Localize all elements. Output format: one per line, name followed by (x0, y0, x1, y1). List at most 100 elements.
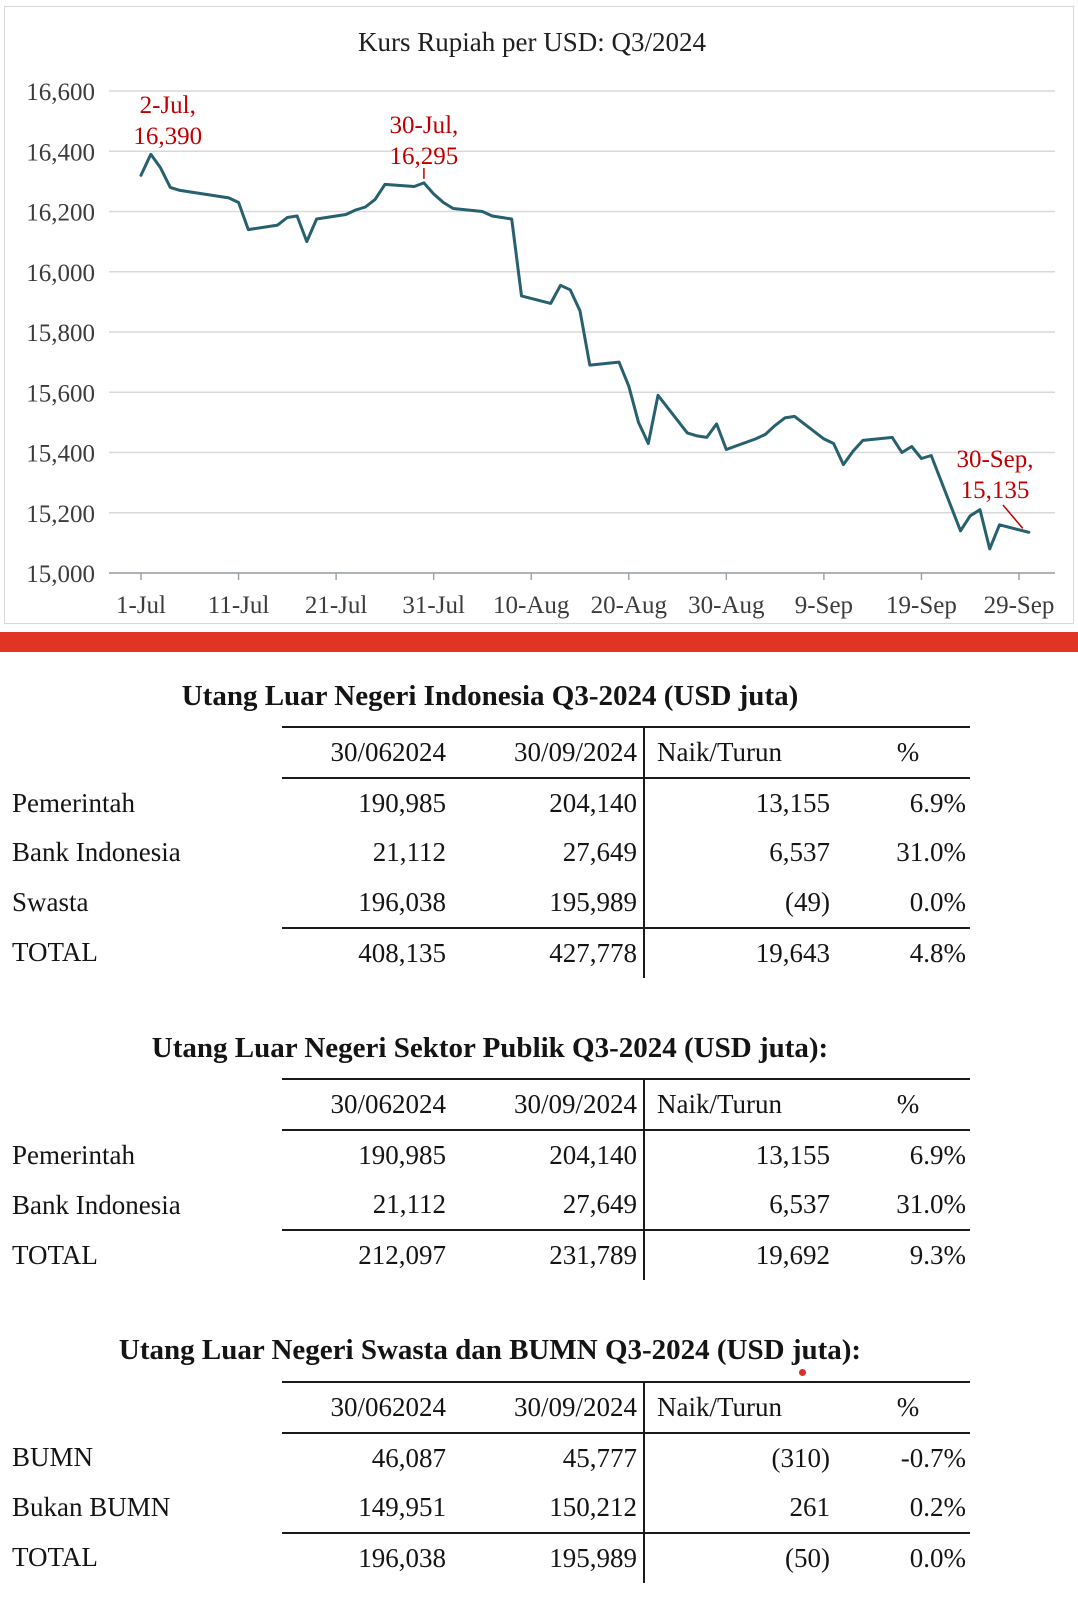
column-header: % (846, 1077, 970, 1132)
table-row: Swasta 196,038 195,989 (49) 0.0% (10, 877, 970, 928)
cell-value: 149,951 (358, 1491, 446, 1522)
tables-section: Utang Luar Negeri Indonesia Q3-2024 (USD… (0, 652, 1078, 1583)
table-title-total-external-debt: Utang Luar Negeri Indonesia Q3-2024 (USD… (181, 680, 799, 712)
column-header: % (846, 1380, 970, 1434)
table-row: TOTAL 408,135 427,778 19,643 4.8% (10, 926, 970, 978)
x-axis-label: 31-Jul (402, 592, 465, 619)
red-separator-bar (0, 632, 1078, 652)
cell-value: 190,985 (358, 788, 446, 819)
row-label: Swasta (12, 887, 89, 918)
column-header (10, 727, 282, 778)
row-label: Bank Indonesia (12, 837, 181, 868)
row-label: TOTAL (12, 1542, 98, 1573)
y-axis-label: 15,800 (26, 320, 95, 347)
x-axis-label: 21-Jul (305, 592, 368, 619)
red-dot-mark (799, 1369, 806, 1377)
y-axis-label: 15,000 (26, 561, 95, 588)
cell-value: 27,649 (562, 837, 637, 868)
cell-value: 0.0% (846, 1531, 970, 1583)
cell-value: 204,140 (549, 788, 637, 819)
private-bumn-debt-table: 30/062024 30/09/2024 Naik/Turun% BUMN 46,087… (10, 1380, 970, 1583)
cell-value: 212,097 (282, 1229, 452, 1281)
table-title-public-sector-debt: Utang Luar Negeri Sektor Publik Q3-2024 … (151, 1031, 829, 1064)
row-label: Pemerintah (12, 787, 135, 818)
annotation-peak-july: 30-Jul, 16,295 (390, 112, 459, 170)
row-label: TOTAL (12, 1239, 98, 1270)
cell-value: 19,643 (643, 926, 846, 978)
cell-value: 13,155 (643, 778, 846, 829)
annotation-start: 2-Jul, 16,390 (133, 92, 202, 150)
exchange-rate-line-chart: 16,600 16,400 16,200 16,000 15,800 15,600 15,4… (26, 27, 1055, 619)
report-page: 16,600 16,400 16,200 16,000 15,800 15,600 15,4… (0, 6, 1078, 1583)
table-row: Pemerintah 190,985 204,140 13,155 6.9% (10, 1130, 970, 1181)
table-block-total-external-debt: Utang Luar Negeri Indonesia Q3-2024 (USD… (10, 678, 970, 978)
y-axis-label: 15,600 (26, 380, 95, 407)
cell-value: 13,155 (643, 1130, 846, 1181)
column-header: Naik/Turun (643, 1380, 846, 1434)
chart-section: 16,600 16,400 16,200 16,000 15,800 15,600 15,4… (4, 6, 1074, 624)
cell-value: 150,212 (549, 1491, 637, 1522)
cell-value: 231,789 (452, 1229, 644, 1281)
cell-value: (50) (643, 1531, 846, 1583)
table-row: BUMN 46,087 45,777 (310) -0.7% (10, 1432, 970, 1483)
cell-value: 46,087 (371, 1442, 446, 1473)
row-label: Bank Indonesia (12, 1189, 181, 1220)
column-header (10, 1382, 282, 1433)
row-label: TOTAL (12, 937, 98, 968)
cell-value: 6,537 (643, 828, 846, 878)
x-axis-label: 30-Aug (688, 592, 765, 619)
cell-value: (49) (643, 877, 846, 928)
cell-value: 27,649 (562, 1189, 637, 1220)
column-header: 30/09/2024 (452, 1380, 644, 1434)
table-row: TOTAL 212,097 231,789 19,692 9.3% (10, 1229, 970, 1281)
row-label: BUMN (12, 1442, 94, 1473)
cell-value: 195,989 (452, 1531, 644, 1583)
cell-value: (310) (643, 1432, 846, 1483)
table-header-row: 30/062024 30/09/2024 Naik/Turun% (10, 1077, 970, 1132)
cell-value: 9.3% (846, 1229, 970, 1281)
y-axis-label: 16,400 (26, 139, 95, 166)
table-title-private-bumn-debt: Utang Luar Negeri Swasta dan BUMN Q3-202… (118, 1334, 862, 1367)
x-axis-label: 11-Jul (208, 592, 270, 619)
table-row: Bukan BUMN 149,951 150,212 261 0.2% (10, 1482, 970, 1533)
y-axis-label: 16,000 (26, 260, 95, 287)
cell-value: 195,989 (549, 886, 637, 917)
cell-value: 190,985 (358, 1140, 446, 1171)
table-block-public-sector-debt: Utang Luar Negeri Sektor Publik Q3-2024 … (10, 1030, 970, 1281)
column-header: Naik/Turun (643, 1077, 846, 1132)
table-row: TOTAL 196,038 195,989 (50) 0.0% (10, 1531, 970, 1583)
x-axis-label: 10-Aug (493, 592, 570, 619)
total-external-debt-table: 30/062024 30/09/2024 Naik/Turun% Pemerintah… (10, 726, 970, 978)
column-header: 30/09/2024 (452, 1077, 644, 1132)
cell-value: 6.9% (909, 1140, 966, 1171)
column-header: 30/062024 (282, 1380, 452, 1434)
x-axis-label: 9-Sep (795, 592, 853, 619)
row-label: Bukan BUMN (12, 1492, 171, 1523)
cell-value: 21,112 (372, 1189, 446, 1220)
table-row: Bank Indonesia 21,112 27,649 6,537 31.0% (10, 1180, 970, 1231)
public-sector-debt-table: 30/062024 30/09/2024 Naik/Turun% Pemerintah… (10, 1077, 970, 1281)
column-header: 30/09/2024 (452, 726, 644, 780)
x-axis-label: 1-Jul (116, 592, 166, 619)
table-header-row: 30/062024 30/09/2024 Naik/Turun% (10, 726, 970, 780)
table-row: Bank Indonesia 21,112 27,649 6,537 31.0% (10, 828, 970, 878)
y-axis-label: 16,200 (26, 200, 95, 227)
y-axis-label: 16,600 (26, 79, 95, 106)
cell-value: 0.0% (909, 886, 966, 917)
cell-value: -0.7% (900, 1442, 966, 1473)
cell-value: 4.8% (846, 926, 970, 978)
cell-value: 0.2% (909, 1491, 966, 1522)
cell-value: 6.9% (909, 788, 966, 819)
cell-value: 19,692 (643, 1229, 846, 1281)
table-row: Pemerintah 190,985 204,140 13,155 6.9% (10, 778, 970, 829)
x-axis-label: 19-Sep (886, 592, 957, 619)
cell-value: 261 (643, 1482, 846, 1533)
cell-value: 204,140 (549, 1140, 637, 1171)
column-header (10, 1079, 282, 1130)
table-block-private-bumn-debt: Utang Luar Negeri Swasta dan BUMN Q3-202… (10, 1332, 970, 1583)
cell-value: 408,135 (282, 926, 452, 978)
table-header-row: 30/062024 30/09/2024 Naik/Turun% (10, 1380, 970, 1434)
y-axis-label: 15,400 (26, 441, 95, 468)
cell-value: 6,537 (643, 1180, 846, 1231)
row-label: Pemerintah (12, 1139, 135, 1170)
